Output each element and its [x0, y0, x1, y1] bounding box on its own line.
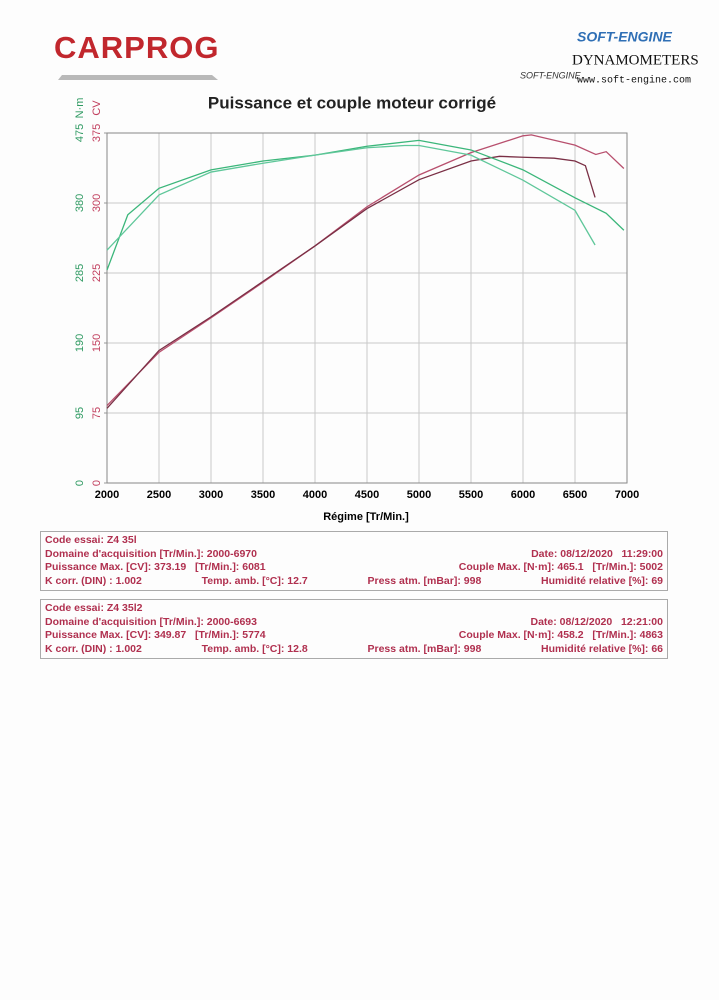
test-row: Code essai: Z4 35l2: [45, 602, 663, 616]
test-field: Puissance Max. [CV]: 373.19 [Tr/Min.]: 6…: [45, 561, 266, 573]
test-field: Couple Max. [N·m]: 465.1 [Tr/Min.]: 5002: [458, 561, 663, 573]
test-field: Couple Max. [N·m]: 458.2 [Tr/Min.]: 4863: [458, 629, 663, 641]
test-row: Domaine d'acquisition [Tr/Min.]: 2000-69…: [45, 548, 663, 562]
series-line: [106, 134, 625, 406]
x-tick-label: 2500: [147, 489, 171, 501]
test-field: K corr. (DIN) : 1.002: [45, 574, 142, 587]
test-box: Code essai: Z4 35l2 Domaine d'acquisition…: [40, 599, 668, 659]
x-axis-label: Régime [Tr/Min.]: [323, 511, 409, 523]
x-tick-label: 4500: [355, 489, 379, 501]
y2-tick-label: 95: [74, 407, 86, 419]
test-row: K corr. (DIN) : 1.002 Temp. amb. [°C]: 12…: [45, 575, 663, 589]
test-row: K corr. (DIN) : 1.002 Temp. amb. [°C]: 12…: [45, 643, 663, 657]
website: www.soft-engine.com: [577, 75, 691, 87]
vendor: SOFT-ENGINE: [577, 29, 673, 45]
test-field: Code essai: Z4 35l: [45, 534, 137, 546]
test-field: Domaine d'acquisition [Tr/Min.]: 2000-66…: [45, 615, 257, 628]
y2-tick-label: 190: [74, 334, 86, 352]
brand: CARPROG: [54, 30, 219, 65]
y2-tick-label: 0: [74, 480, 86, 486]
x-tick-label: 5000: [407, 489, 431, 501]
test-field: Press atm. [mBar]: 998: [367, 642, 482, 655]
test-field: Press atm. [mBar]: 998: [367, 574, 482, 587]
y2-tick-label: 380: [74, 194, 86, 212]
y-tick-label: 300: [91, 194, 103, 212]
test-field: Puissance Max. [CV]: 349.87 [Tr/Min.]: 5…: [45, 629, 266, 641]
test-field: Code essai: Z4 35l2: [45, 602, 143, 614]
test-field: Humidité relative [%]: 69: [541, 574, 663, 587]
test-field: Temp. amb. [°C]: 12.8: [201, 642, 308, 655]
chart-title: Puissance et couple moteur corrigé: [208, 93, 496, 112]
test-row: Puissance Max. [CV]: 349.87 [Tr/Min.]: 5…: [45, 629, 663, 643]
series-line: [106, 144, 596, 251]
test-field: Date: 08/12/2020 11:29:00: [531, 547, 663, 560]
test-field: K corr. (DIN) : 1.002: [45, 642, 142, 655]
y-tick-label: 225: [91, 264, 103, 282]
plot-frame: [106, 132, 628, 484]
test-box: Code essai: Z4 35l Domaine d'acquisition …: [40, 531, 668, 591]
series-line: [106, 155, 596, 409]
x-tick-label: 6500: [563, 489, 587, 501]
series-line: [106, 139, 625, 271]
y2-axis-label: N·m: [74, 98, 86, 119]
y-tick-label: 375: [91, 124, 103, 142]
y-tick-label: 0: [91, 480, 103, 486]
y-tick-label: 75: [91, 407, 103, 419]
product: DYNAMOMETERS: [572, 52, 699, 68]
test-field: Humidité relative [%]: 66: [541, 642, 663, 655]
x-tick-label: 6000: [511, 489, 535, 501]
y2-tick-label: 475: [74, 124, 86, 142]
x-tick-label: 4000: [303, 489, 327, 501]
x-tick-label: 3000: [199, 489, 223, 501]
test-field: Temp. amb. [°C]: 12.7: [201, 574, 308, 587]
x-tick-label: 7000: [615, 489, 639, 501]
x-tick-label: 2000: [95, 489, 119, 501]
test-row: Puissance Max. [CV]: 373.19 [Tr/Min.]: 6…: [45, 561, 663, 575]
test-row: Code essai: Z4 35l: [45, 534, 663, 548]
test-field: Date: 08/12/2020 12:21:00: [530, 615, 663, 628]
y2-tick-label: 285: [74, 264, 86, 282]
test-field: Domaine d'acquisition [Tr/Min.]: 2000-69…: [45, 547, 257, 560]
brand-underline: [58, 75, 218, 80]
emblem-text: SOFT-ENGINE: [520, 70, 582, 80]
x-tick-label: 3500: [251, 489, 275, 501]
test-row: Domaine d'acquisition [Tr/Min.]: 2000-66…: [45, 616, 663, 630]
x-tick-label: 5500: [459, 489, 483, 501]
y-tick-label: 150: [91, 334, 103, 352]
y-axis-label: CV: [91, 100, 103, 116]
